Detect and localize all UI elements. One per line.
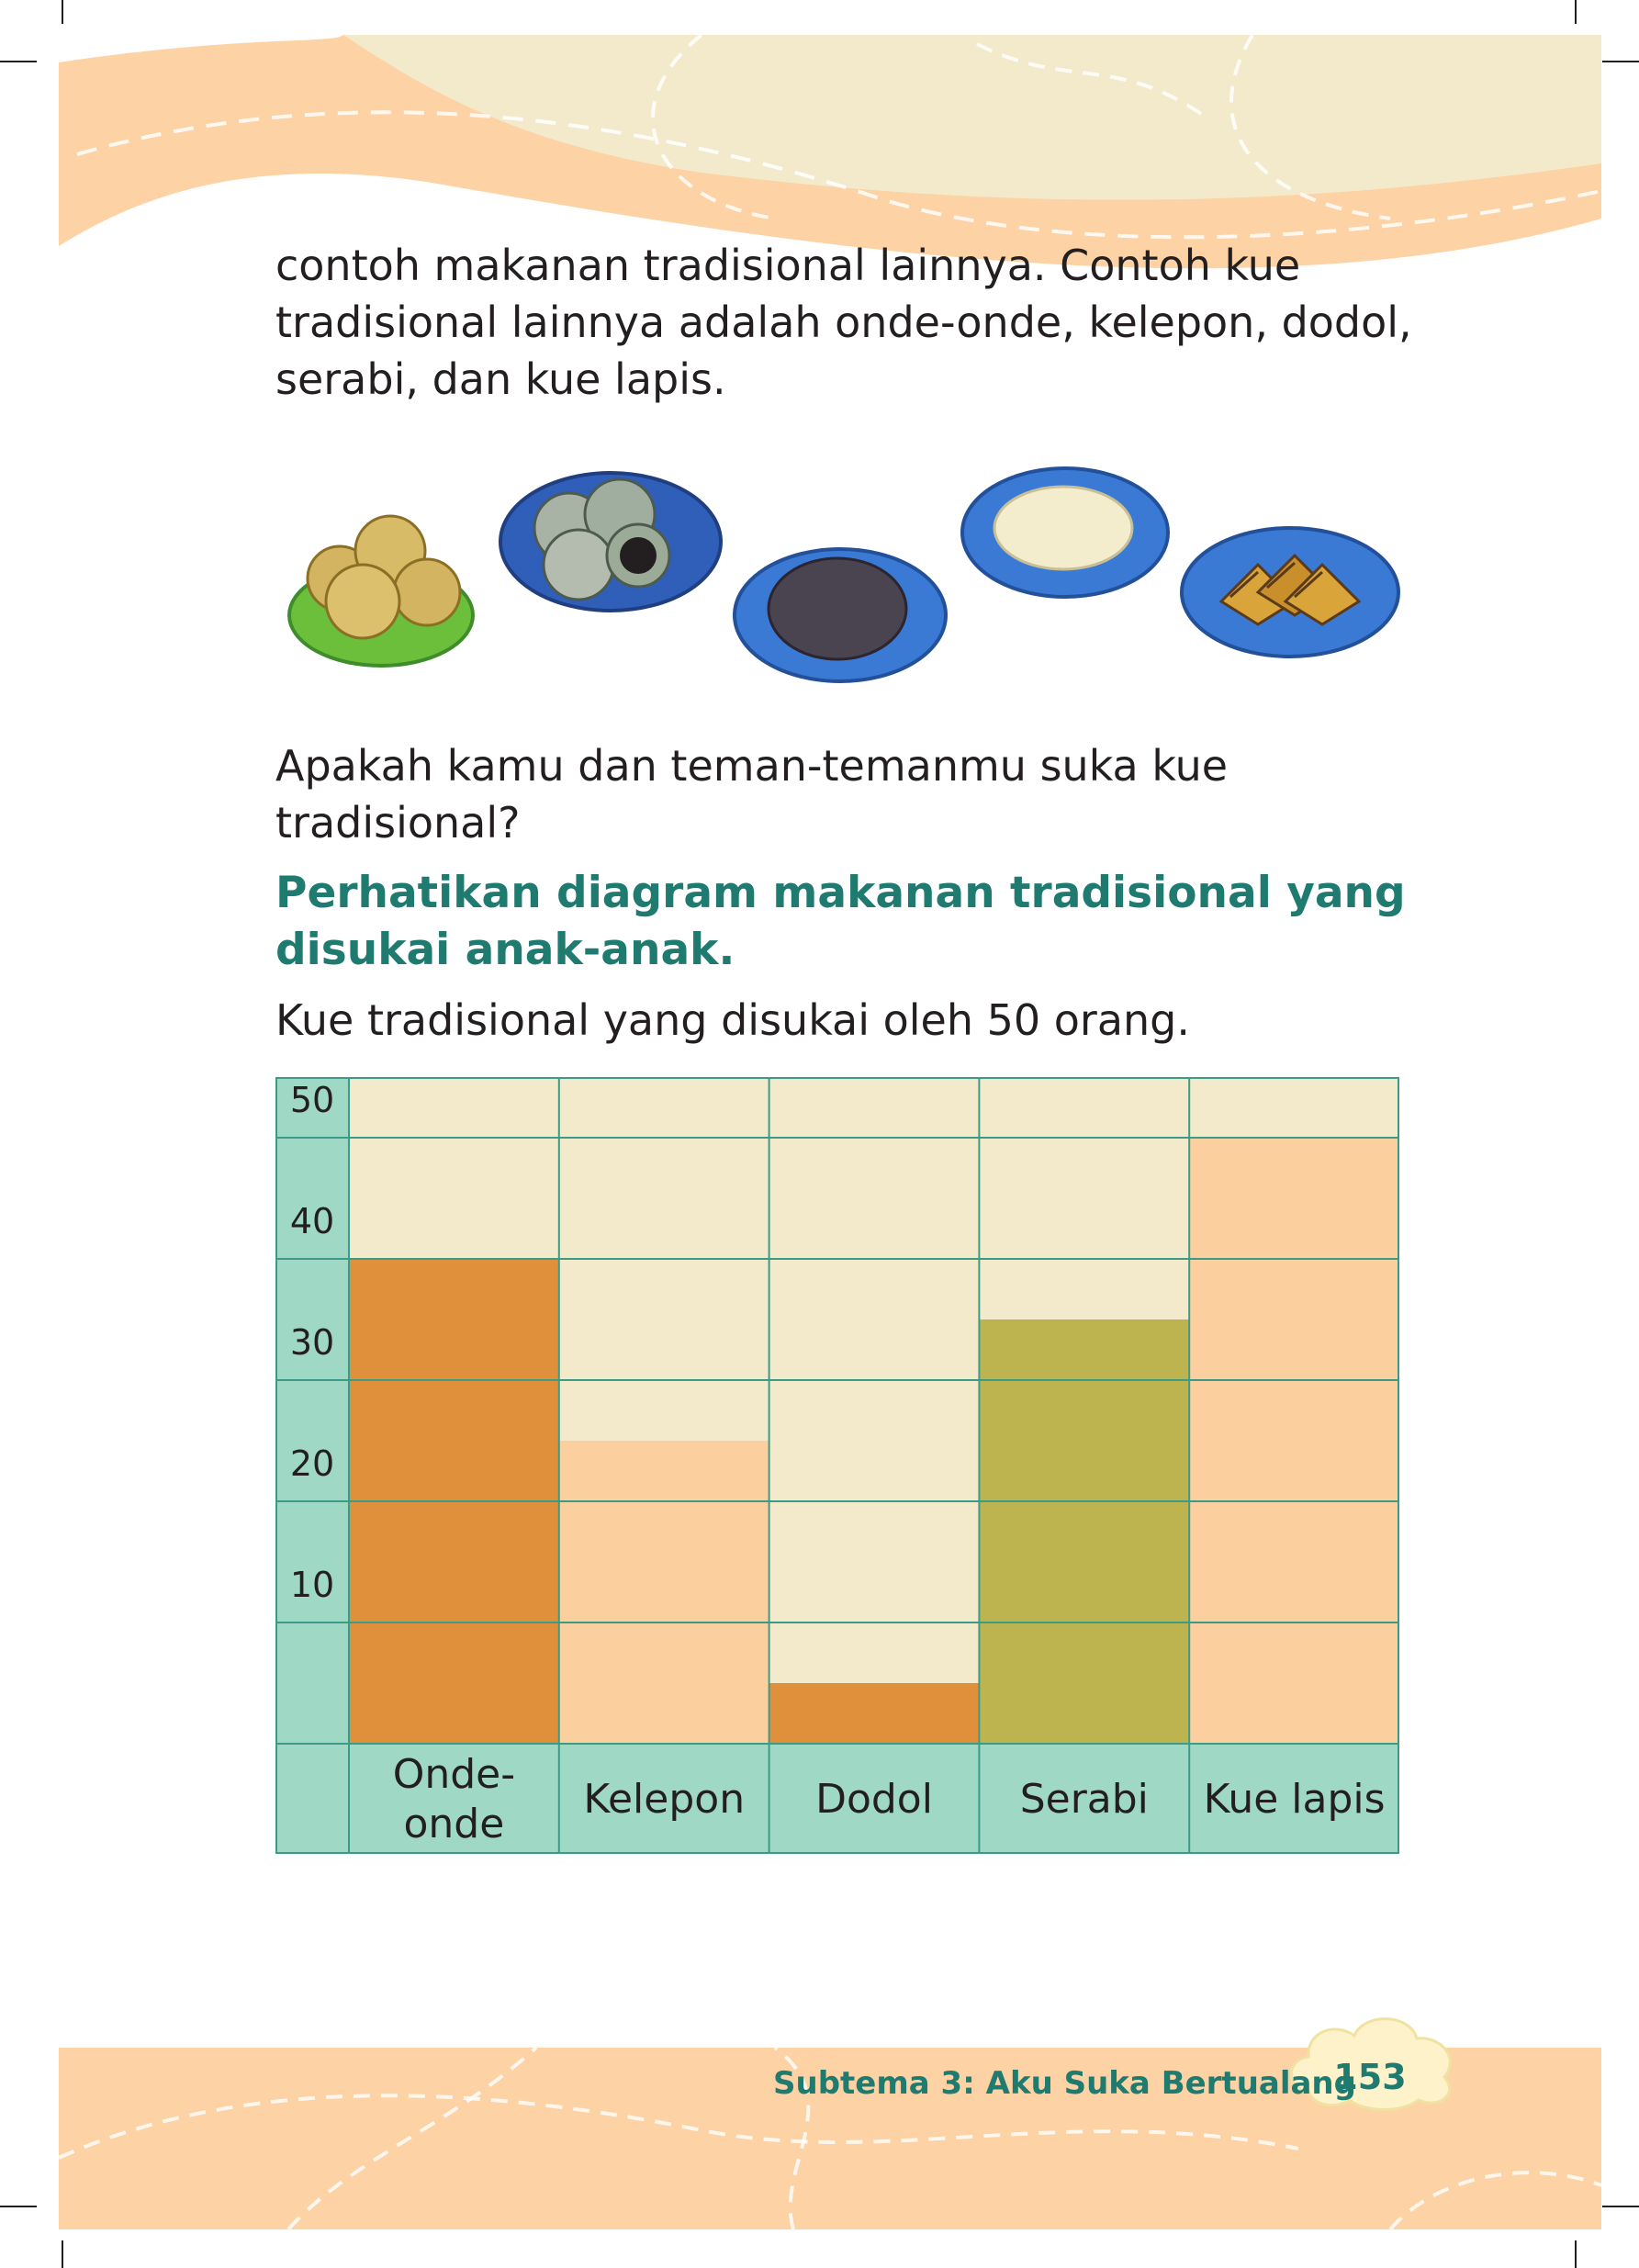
- y-tick-label: 30: [290, 1322, 334, 1363]
- crop-mark: [1602, 2206, 1639, 2207]
- cloud-icon: [1289, 2017, 1452, 2111]
- crop-mark: [0, 61, 37, 62]
- y-axis-band: [275, 1077, 349, 1854]
- category-label: Kue lapis: [1204, 1776, 1386, 1823]
- y-tick-label: 20: [290, 1443, 334, 1484]
- category-label: Serabi: [1020, 1776, 1149, 1823]
- chart-border: [275, 1077, 1399, 1854]
- intro-paragraph: contoh makanan tradisional lainnya. Cont…: [275, 241, 1412, 404]
- crop-mark: [0, 2206, 37, 2207]
- crop-mark: [1602, 61, 1639, 62]
- header-decoration: [59, 35, 1601, 269]
- dodol-plate-icon: [733, 547, 948, 683]
- traditional-food-illustrations: [287, 466, 1400, 683]
- subtheme-label: Subtema 3: Aku Suka Bertualang: [773, 2065, 1356, 2102]
- bar-chart: 10 20 30 40 50 Onde-onde Kelepon Dodol Serabi Kue…: [275, 1077, 1399, 1854]
- kue-lapis-plate-icon: [1180, 526, 1400, 658]
- crop-mark: [1575, 2240, 1577, 2268]
- crop-mark: [62, 2240, 63, 2268]
- chart-intro: Kue tradisional yang disukai oleh 50 ora…: [275, 995, 1190, 1045]
- y-tick-label: 50: [290, 1080, 334, 1120]
- crop-mark: [62, 0, 63, 24]
- category-label: Kelepon: [583, 1776, 745, 1823]
- bar-3: [769, 1683, 980, 1744]
- bar-5: [1189, 1138, 1399, 1744]
- category-band: [349, 1744, 1399, 1854]
- bar-2: [558, 1441, 769, 1744]
- kelepon-plate-icon: [499, 471, 723, 612]
- onde-onde-plate-icon: [287, 514, 475, 668]
- page-number: 153: [1333, 2057, 1407, 2097]
- instruction-heading: Perhatikan diagram makanan tradisional y…: [275, 868, 1406, 975]
- crop-mark: [1575, 0, 1577, 24]
- question-paragraph: Apakah kamu dan teman-temanmu suka kue t…: [275, 741, 1229, 848]
- category-label: Dodol: [815, 1776, 933, 1823]
- bar-4: [979, 1319, 1190, 1744]
- y-tick-label: 10: [290, 1565, 334, 1605]
- y-tick-label: 40: [290, 1201, 334, 1241]
- serabi-plate-icon: [960, 466, 1170, 599]
- category-label: Onde-onde: [393, 1751, 515, 1847]
